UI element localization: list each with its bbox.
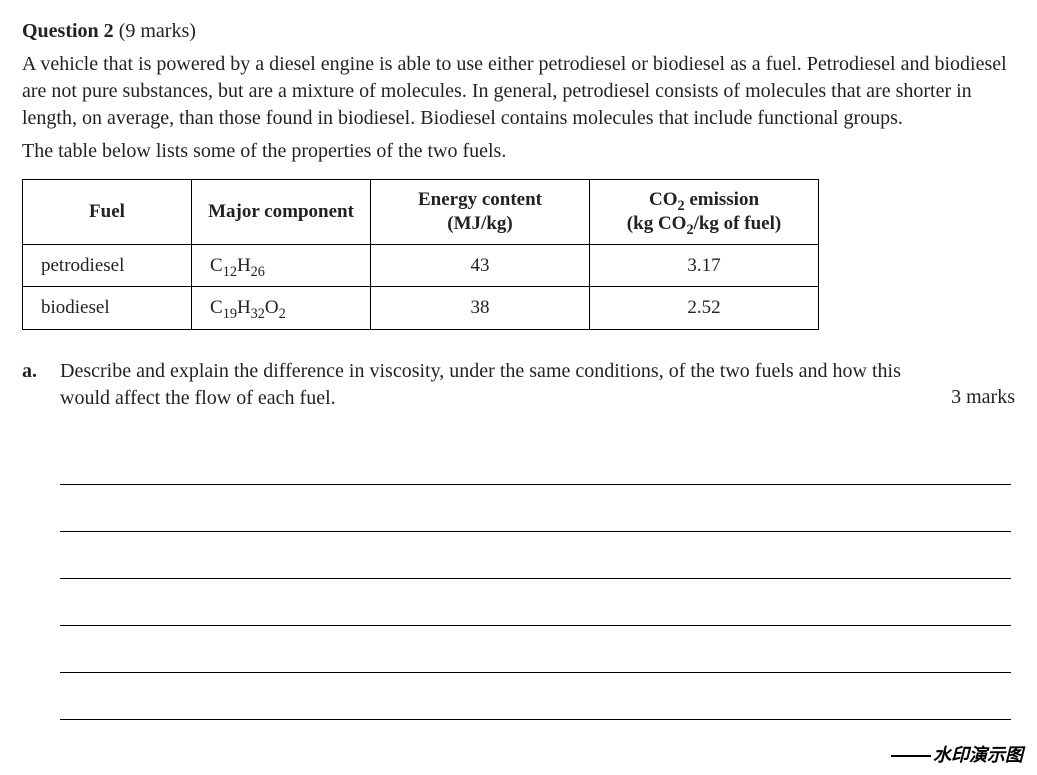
watermark-text: 水印演示图 xyxy=(933,745,1023,765)
col-header-co2-emission: CO2 emission (kg CO2/kg of fuel) xyxy=(590,180,819,245)
fuel-properties-table: Fuel Major component Energy content (MJ/… xyxy=(22,179,819,330)
cell-fuel: biodiesel xyxy=(23,287,192,330)
watermark-label: 水印演示图 xyxy=(891,741,1023,767)
formula-sub: 12 xyxy=(223,263,237,279)
co2-header-l2-sub: 2 xyxy=(686,222,693,238)
cell-energy: 43 xyxy=(371,244,590,287)
cell-co2: 2.52 xyxy=(590,287,819,330)
formula-part: C xyxy=(210,297,223,318)
formula-part: H xyxy=(237,297,251,318)
answer-line xyxy=(60,438,1011,485)
formula-sub: 26 xyxy=(251,263,265,279)
co2-header-l1-pre: CO xyxy=(649,189,678,210)
answer-lines-area xyxy=(60,438,1011,720)
question-intro: A vehicle that is powered by a diesel en… xyxy=(22,51,1015,165)
formula-sub: 2 xyxy=(279,306,286,322)
formula-part: C xyxy=(210,255,223,276)
part-a-question-text: Describe and explain the difference in v… xyxy=(60,358,951,412)
answer-line xyxy=(60,626,1011,673)
exam-question-page: Question 2 (9 marks) A vehicle that is p… xyxy=(0,0,1037,720)
formula-sub: 19 xyxy=(223,306,237,322)
formula-part: O xyxy=(265,297,279,318)
co2-header-l2-pre: (kg CO xyxy=(627,213,687,234)
part-a-label: a. xyxy=(22,358,60,385)
table-header-row: Fuel Major component Energy content (MJ/… xyxy=(23,180,819,245)
cell-co2: 3.17 xyxy=(590,244,819,287)
co2-header-l1-sub: 2 xyxy=(677,198,684,214)
part-a-marks: 3 marks xyxy=(951,358,1015,411)
watermark-dash-icon xyxy=(891,755,931,757)
table-row: petrodiesel C12H26 43 3.17 xyxy=(23,244,819,287)
col-header-energy-content: Energy content (MJ/kg) xyxy=(371,180,590,245)
answer-line xyxy=(60,532,1011,579)
intro-paragraph-2: The table below lists some of the proper… xyxy=(22,138,1015,165)
cell-formula: C12H26 xyxy=(192,244,371,287)
cell-formula: C19H32O2 xyxy=(192,287,371,330)
table-row: biodiesel C19H32O2 38 2.52 xyxy=(23,287,819,330)
co2-header-l1-post: emission xyxy=(685,189,759,210)
col-header-major-component: Major component xyxy=(192,180,371,245)
part-a-body: Describe and explain the difference in v… xyxy=(60,358,1015,412)
question-number: Question 2 xyxy=(22,20,114,42)
col-header-fuel: Fuel xyxy=(23,180,192,245)
answer-line xyxy=(60,579,1011,626)
cell-fuel: petrodiesel xyxy=(23,244,192,287)
co2-header-l2-post: /kg of fuel) xyxy=(694,213,782,234)
part-a: a. Describe and explain the difference i… xyxy=(22,358,1015,412)
question-total-marks: (9 marks) xyxy=(119,20,196,42)
formula-sub: 32 xyxy=(251,306,265,322)
energy-header-line2: (MJ/kg) xyxy=(447,213,512,234)
question-header: Question 2 (9 marks) xyxy=(22,18,1015,45)
answer-line xyxy=(60,673,1011,720)
answer-line xyxy=(60,485,1011,532)
energy-header-line1: Energy content xyxy=(418,189,542,210)
cell-energy: 38 xyxy=(371,287,590,330)
intro-paragraph-1: A vehicle that is powered by a diesel en… xyxy=(22,51,1015,132)
formula-part: H xyxy=(237,255,251,276)
